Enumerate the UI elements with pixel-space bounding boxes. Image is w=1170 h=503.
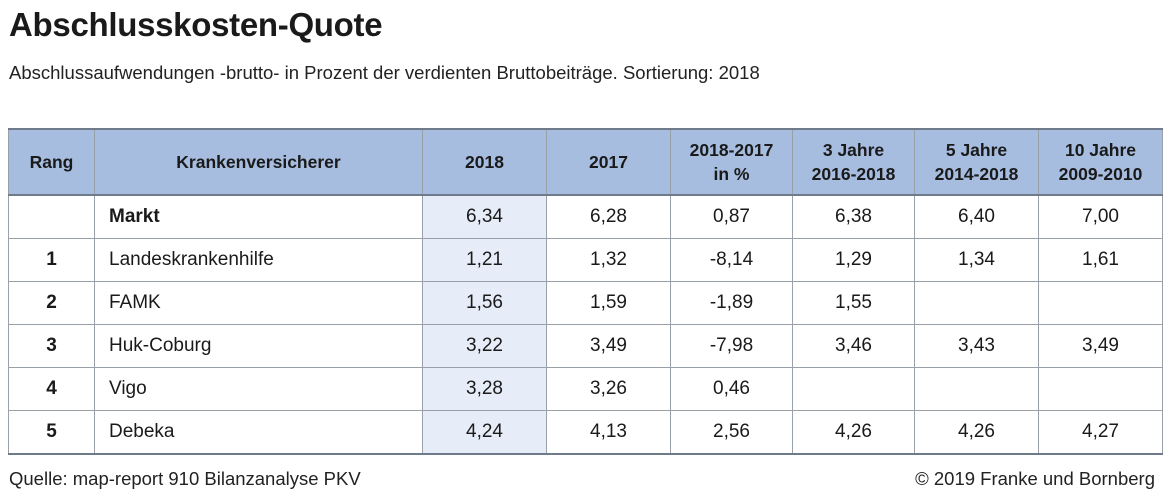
data-table: Rang Krankenversicherer 2018 2017 2018-2… <box>8 128 1163 455</box>
value-5-jahre-cell <box>914 281 1039 325</box>
value-10-jahre-cell: 4,27 <box>1038 410 1163 455</box>
diff-cell: 0,87 <box>670 194 793 239</box>
rank-cell: 3 <box>8 324 95 368</box>
column-header-rang: Rang <box>8 128 95 196</box>
rank-cell: 1 <box>8 238 95 282</box>
source-note: Quelle: map-report 910 Bilanzanalyse PKV <box>9 468 361 489</box>
page-subtitle: Abschlussaufwendungen -brutto- in Prozen… <box>9 62 760 83</box>
page-title: Abschlusskosten-Quote <box>9 6 383 43</box>
value-2017-cell: 3,26 <box>546 367 671 411</box>
copyright-note: © 2019 Franke und Bornberg <box>915 468 1155 489</box>
column-header-krankenversicherer: Krankenversicherer <box>94 128 423 196</box>
table-header-row: Rang Krankenversicherer 2018 2017 2018-2… <box>8 128 1163 196</box>
diff-cell: -7,98 <box>670 324 793 368</box>
value-2018-cell: 1,56 <box>422 281 547 325</box>
table-body: Markt 6,34 6,28 0,87 6,38 6,40 7,00 1 Landeskran… <box>8 194 1163 455</box>
column-header-10-jahre: 10 Jahre 2009-2010 <box>1038 128 1163 196</box>
diff-cell: 0,46 <box>670 367 793 411</box>
name-cell: Vigo <box>94 367 423 411</box>
rank-cell: 5 <box>8 410 95 455</box>
rank-cell: 2 <box>8 281 95 325</box>
value-10-jahre-cell <box>1038 367 1163 411</box>
value-5-jahre-cell: 1,34 <box>914 238 1039 282</box>
value-2018-cell: 1,21 <box>422 238 547 282</box>
value-5-jahre-cell: 4,26 <box>914 410 1039 455</box>
value-5-jahre-cell <box>914 367 1039 411</box>
value-2017-cell: 4,13 <box>546 410 671 455</box>
table-row-market: Markt 6,34 6,28 0,87 6,38 6,40 7,00 <box>8 194 1163 239</box>
column-header-2017: 2017 <box>546 128 671 196</box>
column-header-5-jahre: 5 Jahre 2014-2018 <box>914 128 1039 196</box>
value-2018-cell: 4,24 <box>422 410 547 455</box>
value-3-jahre-cell: 4,26 <box>792 410 915 455</box>
diff-cell: 2,56 <box>670 410 793 455</box>
name-cell: Markt <box>94 194 423 239</box>
value-2017-cell: 3,49 <box>546 324 671 368</box>
value-10-jahre-cell: 7,00 <box>1038 194 1163 239</box>
value-2018-cell: 3,22 <box>422 324 547 368</box>
column-header-diff: 2018-2017 in % <box>670 128 793 196</box>
name-cell: Huk-Coburg <box>94 324 423 368</box>
value-3-jahre-cell <box>792 367 915 411</box>
table-row: 4 Vigo 3,28 3,26 0,46 <box>8 367 1163 411</box>
value-2017-cell: 1,59 <box>546 281 671 325</box>
name-cell: Debeka <box>94 410 423 455</box>
diff-cell: -8,14 <box>670 238 793 282</box>
table-row: 2 FAMK 1,56 1,59 -1,89 1,55 <box>8 281 1163 325</box>
name-cell: Landeskrankenhilfe <box>94 238 423 282</box>
diff-cell: -1,89 <box>670 281 793 325</box>
value-10-jahre-cell: 1,61 <box>1038 238 1163 282</box>
value-2018-cell: 6,34 <box>422 194 547 239</box>
rank-cell: 4 <box>8 367 95 411</box>
value-3-jahre-cell: 6,38 <box>792 194 915 239</box>
table-row: 5 Debeka 4,24 4,13 2,56 4,26 4,26 4,27 <box>8 410 1163 455</box>
name-cell: FAMK <box>94 281 423 325</box>
value-10-jahre-cell: 3,49 <box>1038 324 1163 368</box>
value-2018-cell: 3,28 <box>422 367 547 411</box>
value-3-jahre-cell: 1,29 <box>792 238 915 282</box>
value-3-jahre-cell: 3,46 <box>792 324 915 368</box>
value-2017-cell: 6,28 <box>546 194 671 239</box>
table-row: 1 Landeskrankenhilfe 1,21 1,32 -8,14 1,29 1,34… <box>8 238 1163 282</box>
value-5-jahre-cell: 6,40 <box>914 194 1039 239</box>
value-2017-cell: 1,32 <box>546 238 671 282</box>
rank-cell <box>8 194 95 239</box>
column-header-2018: 2018 <box>422 128 547 196</box>
value-10-jahre-cell <box>1038 281 1163 325</box>
value-3-jahre-cell: 1,55 <box>792 281 915 325</box>
value-5-jahre-cell: 3,43 <box>914 324 1039 368</box>
column-header-3-jahre: 3 Jahre 2016-2018 <box>792 128 915 196</box>
table-row: 3 Huk-Coburg 3,22 3,49 -7,98 3,46 3,43 3,49 <box>8 324 1163 368</box>
